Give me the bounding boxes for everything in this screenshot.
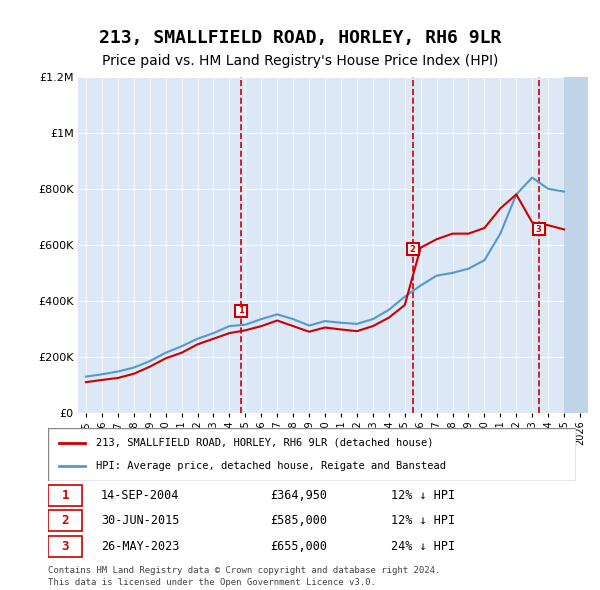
- Bar: [277, 77, 293, 413]
- Bar: [469, 77, 484, 413]
- Text: 30-JUN-2015: 30-JUN-2015: [101, 514, 179, 527]
- Bar: [564, 77, 588, 413]
- Text: 2: 2: [410, 244, 416, 254]
- Text: Price paid vs. HM Land Registry's House Price Index (HPI): Price paid vs. HM Land Registry's House …: [102, 54, 498, 68]
- Text: 213, SMALLFIELD ROAD, HORLEY, RH6 9LR: 213, SMALLFIELD ROAD, HORLEY, RH6 9LR: [99, 29, 501, 47]
- Bar: [309, 77, 325, 413]
- FancyBboxPatch shape: [48, 485, 82, 506]
- Text: This data is licensed under the Open Government Licence v3.0.: This data is licensed under the Open Gov…: [48, 578, 376, 587]
- Text: 24% ↓ HPI: 24% ↓ HPI: [391, 540, 455, 553]
- Text: 12% ↓ HPI: 12% ↓ HPI: [391, 514, 455, 527]
- Bar: [373, 77, 389, 413]
- Bar: [564, 77, 580, 413]
- Bar: [500, 77, 516, 413]
- Bar: [245, 77, 261, 413]
- Text: 1: 1: [238, 306, 244, 315]
- Text: £364,950: £364,950: [270, 489, 327, 502]
- Text: 26-MAY-2023: 26-MAY-2023: [101, 540, 179, 553]
- Text: 14-SEP-2004: 14-SEP-2004: [101, 489, 179, 502]
- Bar: [150, 77, 166, 413]
- Bar: [405, 77, 421, 413]
- Text: 3: 3: [62, 540, 69, 553]
- Bar: [214, 77, 229, 413]
- Text: 1: 1: [62, 489, 69, 502]
- Bar: [182, 77, 197, 413]
- Text: 3: 3: [536, 225, 541, 234]
- Text: 213, SMALLFIELD ROAD, HORLEY, RH6 9LR (detached house): 213, SMALLFIELD ROAD, HORLEY, RH6 9LR (d…: [95, 438, 433, 448]
- Text: HPI: Average price, detached house, Reigate and Banstead: HPI: Average price, detached house, Reig…: [95, 461, 446, 471]
- FancyBboxPatch shape: [48, 536, 82, 556]
- Bar: [118, 77, 134, 413]
- Bar: [341, 77, 357, 413]
- FancyBboxPatch shape: [48, 428, 576, 481]
- FancyBboxPatch shape: [48, 510, 82, 531]
- Text: £585,000: £585,000: [270, 514, 327, 527]
- Text: 2: 2: [62, 514, 69, 527]
- Text: 12% ↓ HPI: 12% ↓ HPI: [391, 489, 455, 502]
- Text: Contains HM Land Registry data © Crown copyright and database right 2024.: Contains HM Land Registry data © Crown c…: [48, 566, 440, 575]
- Bar: [437, 77, 452, 413]
- Text: £655,000: £655,000: [270, 540, 327, 553]
- Bar: [532, 77, 548, 413]
- Bar: [86, 77, 102, 413]
